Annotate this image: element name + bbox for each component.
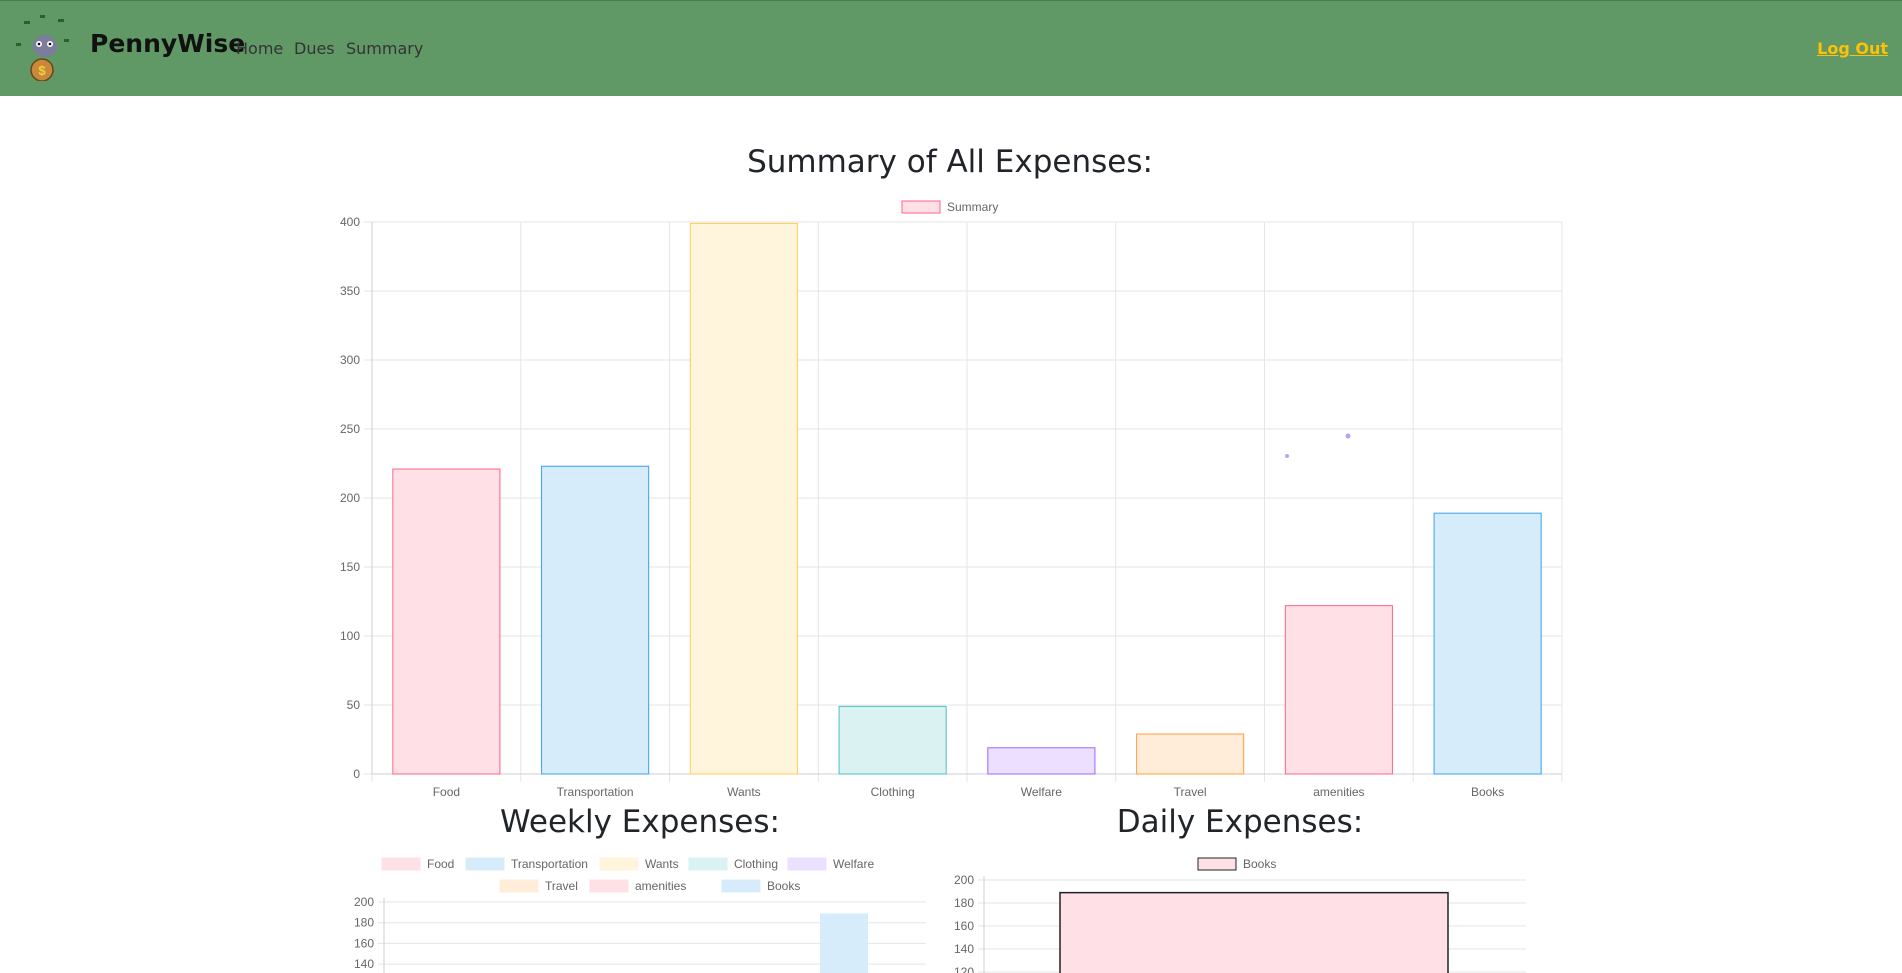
bar-books xyxy=(1433,512,1542,775)
x-tick-label: Transportation xyxy=(557,785,634,799)
bar-clothing xyxy=(838,705,947,775)
stray-dot xyxy=(1345,433,1351,439)
y-tick-label: 100 xyxy=(340,629,360,643)
y-tick-label: 180 xyxy=(954,896,974,910)
brand-name[interactable]: PennyWise xyxy=(90,29,246,58)
legend-label-travel: Travel xyxy=(545,879,578,893)
summary-chart: Summary 0 50 100 150 200 250 300 350 400 Food Trans… xyxy=(340,200,1563,799)
weekly-chart: Food Transportation Wants Clothing Welfare Tr… xyxy=(354,857,926,973)
bar-transportation xyxy=(541,465,650,775)
legend-swatch-clothing xyxy=(688,857,728,871)
legend-swatch-wants xyxy=(599,857,639,871)
y-tick-label: 250 xyxy=(340,422,360,436)
legend-label-amenities: amenities xyxy=(635,879,686,893)
legend-swatch-books xyxy=(1197,857,1237,871)
legend-label-books: Books xyxy=(767,879,800,893)
legend-swatch-food xyxy=(381,857,421,871)
y-tick-label: 120 xyxy=(954,965,974,973)
bar-amenities xyxy=(1284,605,1393,775)
legend-swatch-welfare xyxy=(787,857,827,871)
svg-text:$: $ xyxy=(38,63,46,78)
x-tick-label: Welfare xyxy=(1021,785,1062,799)
nav-link-home[interactable]: Home xyxy=(236,39,284,58)
y-tick-label: 180 xyxy=(354,916,374,930)
legend-label-transportation: Transportation xyxy=(511,857,588,871)
legend-label-welfare: Welfare xyxy=(833,857,874,871)
bar-food xyxy=(392,468,501,775)
stray-dot xyxy=(1285,454,1289,458)
daily-title: Daily Expenses: xyxy=(1116,804,1364,840)
navbar: $ PennyWise Home Dues Summary Log Out xyxy=(0,0,1902,96)
legend-label-wants: Wants xyxy=(645,857,679,871)
y-tick-label: 0 xyxy=(353,767,360,781)
x-tick-label: Travel xyxy=(1174,785,1207,799)
bar-wants xyxy=(689,222,798,775)
y-tick-label: 200 xyxy=(954,873,974,887)
x-tick-label: Clothing xyxy=(871,785,915,799)
y-tick-label: 140 xyxy=(354,957,374,971)
y-tick-label: 50 xyxy=(347,698,361,712)
daily-chart: Books 200 180 160 140 120 xyxy=(954,857,1526,973)
legend-swatch-transportation xyxy=(465,857,505,871)
legend-swatch-summary xyxy=(901,200,941,214)
bar-books xyxy=(1059,891,1449,973)
y-tick-label: 200 xyxy=(354,895,374,909)
nav-link-dues[interactable]: Dues xyxy=(294,39,335,58)
x-tick-label: Books xyxy=(1471,785,1504,799)
y-tick-label: 400 xyxy=(340,215,360,229)
legend-swatch-books xyxy=(721,879,761,893)
bar-travel xyxy=(1136,733,1245,775)
legend-swatch-amenities xyxy=(589,879,629,893)
y-tick-label: 150 xyxy=(340,560,360,574)
legend-swatch-travel xyxy=(499,879,539,893)
weekly-title: Weekly Expenses: xyxy=(500,804,780,840)
x-tick-label: Wants xyxy=(727,785,761,799)
y-tick-label: 160 xyxy=(354,936,374,950)
y-tick-label: 160 xyxy=(954,919,974,933)
legend-label-clothing: Clothing xyxy=(734,857,778,871)
y-tick-label: 300 xyxy=(340,353,360,367)
legend-label-food: Food xyxy=(427,857,454,871)
x-tick-label: amenities xyxy=(1313,785,1364,799)
legend-label-summary: Summary xyxy=(947,200,998,214)
logout-link[interactable]: Log Out xyxy=(1817,39,1888,58)
y-tick-label: 200 xyxy=(340,491,360,505)
nav-link-summary[interactable]: Summary xyxy=(346,39,424,58)
legend-label-books: Books xyxy=(1243,857,1276,871)
summary-title: Summary of All Expenses: xyxy=(747,144,1153,180)
bar-books xyxy=(820,913,868,973)
y-tick-label: 350 xyxy=(340,284,360,298)
pennywise-logo-icon[interactable]: $ xyxy=(14,15,80,81)
bar-welfare xyxy=(987,747,1096,775)
y-tick-label: 140 xyxy=(954,942,974,956)
x-tick-label: Food xyxy=(433,785,460,799)
